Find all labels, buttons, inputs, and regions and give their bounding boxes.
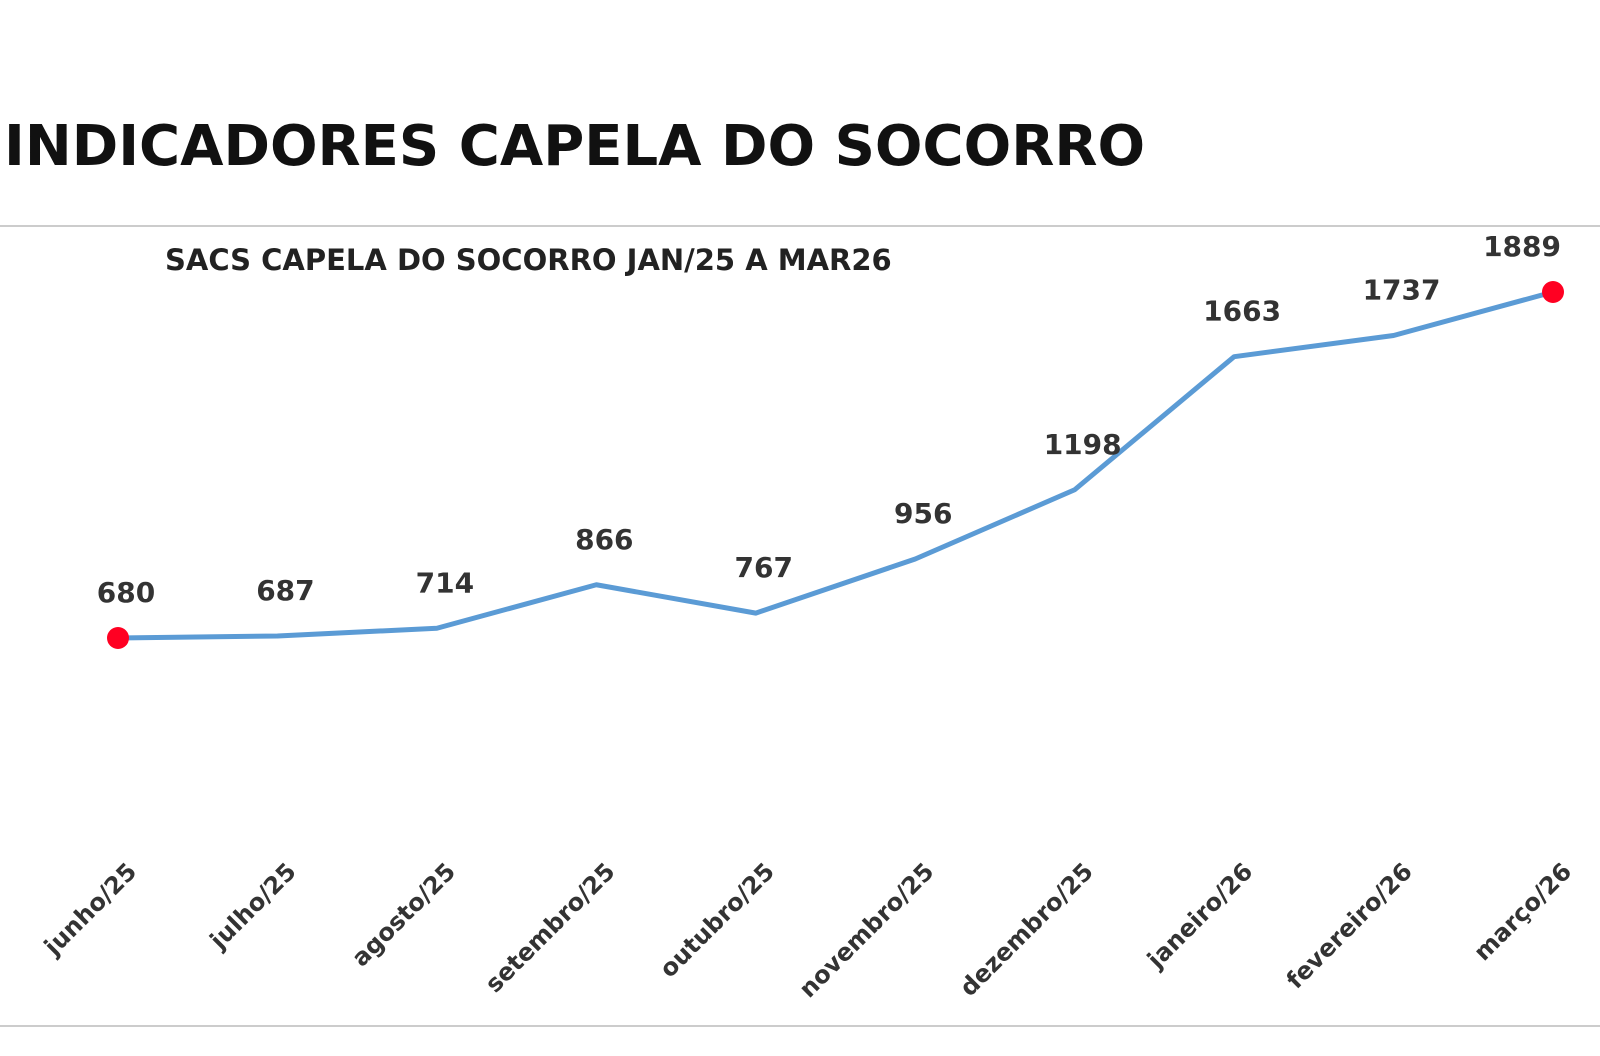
x-tick-label: agosto/25 (346, 857, 461, 972)
value-label: 687 (256, 574, 314, 607)
x-tick-label: julho/25 (204, 857, 302, 955)
x-tick-label: março/26 (1468, 857, 1577, 966)
x-tick-label: fevereiro/26 (1281, 857, 1418, 994)
x-tick-label: junho/25 (38, 857, 142, 961)
page-title: INDICADORES CAPELA DO SOCORRO (4, 114, 1145, 179)
x-tick-label: outubro/25 (654, 857, 780, 983)
x-tick-label: setembro/25 (480, 857, 621, 998)
value-label: 1663 (1203, 295, 1281, 328)
value-label: 866 (575, 523, 633, 556)
value-label: 1889 (1483, 230, 1561, 263)
value-label: 1737 (1363, 274, 1441, 307)
end-marker (1542, 281, 1564, 303)
x-tick-label: janeiro/26 (1141, 857, 1258, 974)
data-line (117, 289, 1554, 641)
value-label: 956 (894, 497, 952, 530)
value-label: 1198 (1044, 428, 1122, 461)
chart-title: SACS CAPELA DO SOCORRO JAN/25 A MAR26 (165, 243, 892, 277)
x-tick-label: novembro/25 (794, 857, 940, 1003)
end-marker (107, 627, 129, 649)
value-label: 714 (416, 566, 474, 599)
value-label: 680 (97, 576, 155, 609)
x-tick-label: dezembro/25 (954, 857, 1099, 1002)
value-label: 767 (735, 551, 793, 584)
